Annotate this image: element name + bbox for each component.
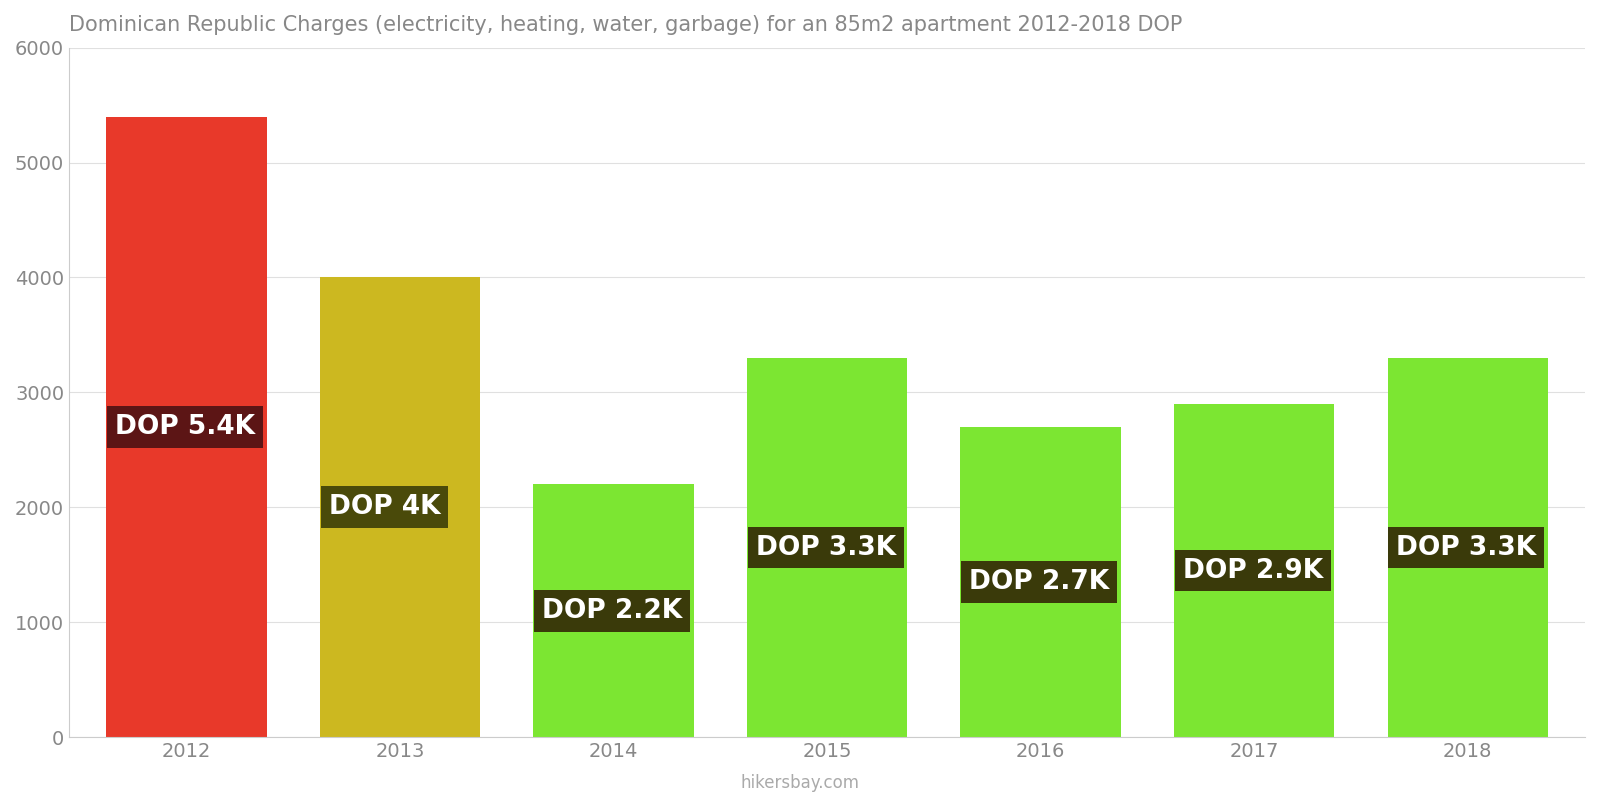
Text: DOP 4K: DOP 4K (328, 494, 440, 520)
Text: DOP 3.3K: DOP 3.3K (755, 534, 896, 561)
Bar (533, 484, 694, 737)
Bar (1387, 358, 1547, 737)
Bar (107, 117, 267, 737)
Text: DOP 3.3K: DOP 3.3K (1397, 534, 1536, 561)
Bar (320, 278, 480, 737)
Text: DOP 2.7K: DOP 2.7K (970, 569, 1109, 595)
Text: DOP 2.9K: DOP 2.9K (1182, 558, 1323, 583)
Text: Dominican Republic Charges (electricity, heating, water, garbage) for an 85m2 ap: Dominican Republic Charges (electricity,… (69, 15, 1182, 35)
Bar (747, 358, 907, 737)
Text: hikersbay.com: hikersbay.com (741, 774, 859, 792)
Text: DOP 2.2K: DOP 2.2K (542, 598, 682, 624)
Bar (1174, 404, 1334, 737)
Text: DOP 5.4K: DOP 5.4K (115, 414, 254, 440)
Bar (960, 427, 1120, 737)
